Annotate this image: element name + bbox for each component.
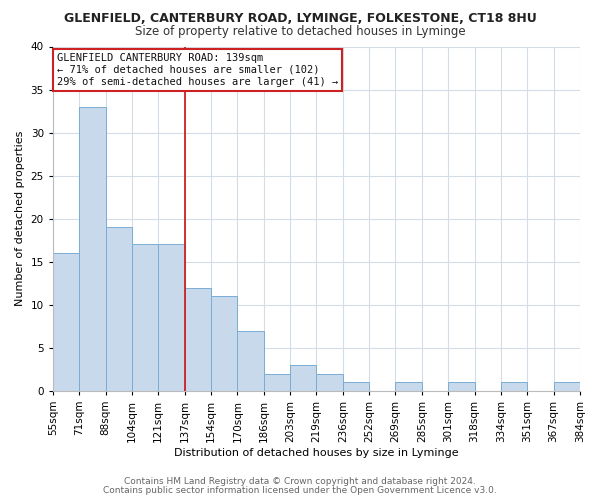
X-axis label: Distribution of detached houses by size in Lyminge: Distribution of detached houses by size … bbox=[174, 448, 459, 458]
Bar bbox=[316, 374, 343, 391]
Bar bbox=[106, 228, 132, 391]
Bar bbox=[501, 382, 527, 391]
Bar bbox=[132, 244, 158, 391]
Bar bbox=[211, 296, 238, 391]
Bar bbox=[53, 253, 79, 391]
Bar bbox=[185, 288, 211, 391]
Bar bbox=[79, 107, 106, 391]
Text: Contains public sector information licensed under the Open Government Licence v3: Contains public sector information licen… bbox=[103, 486, 497, 495]
Bar bbox=[343, 382, 369, 391]
Text: Contains HM Land Registry data © Crown copyright and database right 2024.: Contains HM Land Registry data © Crown c… bbox=[124, 477, 476, 486]
Y-axis label: Number of detached properties: Number of detached properties bbox=[15, 131, 25, 306]
Bar bbox=[238, 330, 264, 391]
Bar bbox=[158, 244, 185, 391]
Bar bbox=[395, 382, 422, 391]
Text: GLENFIELD, CANTERBURY ROAD, LYMINGE, FOLKESTONE, CT18 8HU: GLENFIELD, CANTERBURY ROAD, LYMINGE, FOL… bbox=[64, 12, 536, 26]
Text: Size of property relative to detached houses in Lyminge: Size of property relative to detached ho… bbox=[134, 25, 466, 38]
Text: GLENFIELD CANTERBURY ROAD: 139sqm
← 71% of detached houses are smaller (102)
29%: GLENFIELD CANTERBURY ROAD: 139sqm ← 71% … bbox=[57, 54, 338, 86]
Bar bbox=[448, 382, 475, 391]
Bar bbox=[554, 382, 580, 391]
Bar bbox=[290, 365, 316, 391]
Bar bbox=[263, 374, 290, 391]
